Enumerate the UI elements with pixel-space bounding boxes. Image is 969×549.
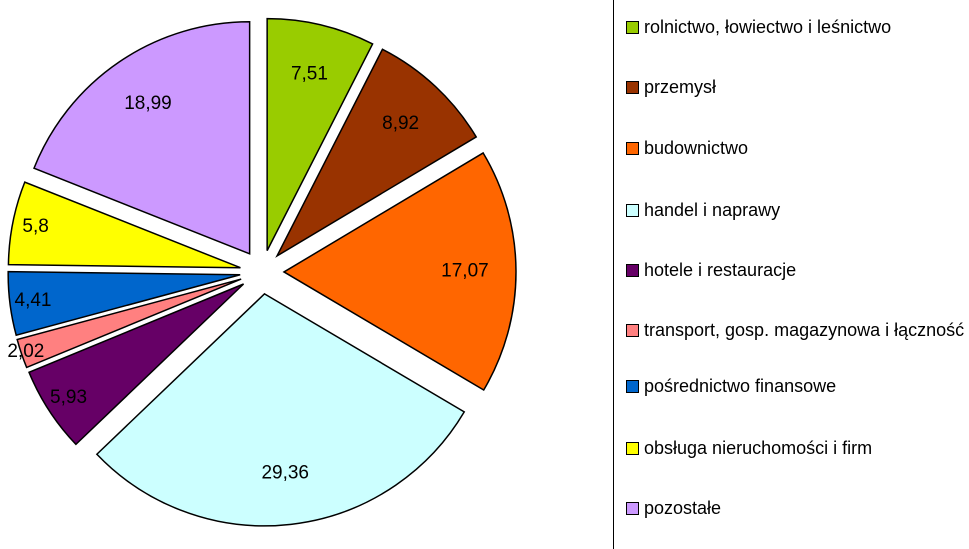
data-label: 5,8: [22, 216, 48, 237]
legend-item: hotele i restauracje: [626, 259, 969, 281]
pie-slice: [7, 270, 241, 337]
pie-slice: [275, 48, 478, 258]
data-label: 4,41: [15, 290, 52, 311]
pie-slice: [33, 21, 251, 255]
pie-slice: [282, 151, 517, 392]
legend-item: przemysł: [626, 76, 969, 98]
pie-slice: [28, 283, 245, 446]
legend-label: transport, gosp. magazynowa i łączność: [644, 320, 965, 340]
data-label: 29,36: [261, 463, 309, 484]
legend-label: pośrednictwo finansowe: [644, 376, 837, 396]
legend-item: handel i naprawy: [626, 199, 969, 221]
legend-swatch: [626, 21, 639, 34]
legend-item: pośrednictwo finansowe: [626, 375, 969, 397]
legend-swatch: [626, 502, 639, 515]
pie-slice: [16, 278, 242, 369]
legend-swatch: [626, 264, 639, 277]
legend-swatch: [626, 380, 639, 393]
legend-swatch: [626, 204, 639, 217]
legend-label: przemysł: [644, 77, 717, 97]
legend-item: obsługa nieruchomości i firm: [626, 437, 969, 459]
data-label: 5,93: [50, 387, 87, 408]
legend-label: handel i naprawy: [644, 200, 781, 220]
legend-label: pozostałe: [644, 498, 722, 518]
legend-item: rolnictwo, łowiectwo i leśnictwo: [626, 16, 969, 38]
data-label: 2,02: [7, 341, 44, 362]
legend-swatch: [626, 324, 639, 337]
legend-label: rolnictwo, łowiectwo i leśnictwo: [644, 17, 892, 37]
pie-area: 7,51 8,92 17,07 29,36 5,93 2,02 4,41 5,8 18,99: [7, 17, 517, 527]
legend-label: hotele i restauracje: [644, 260, 797, 280]
data-label: 17,07: [441, 261, 489, 282]
pie-slice: [266, 17, 374, 251]
legend-item: transport, gosp. magazynowa i łączność: [626, 319, 969, 341]
legend-label: budownictwo: [644, 138, 749, 158]
data-label: 7,51: [291, 64, 328, 85]
legend-swatch: [626, 142, 639, 155]
legend-swatch: [626, 442, 639, 455]
legend-item: pozostałe: [626, 497, 969, 519]
data-label: 18,99: [124, 93, 172, 114]
pie-slice: [95, 292, 466, 527]
legend-item: budownictwo: [626, 137, 969, 159]
pie-slice: [7, 181, 241, 269]
legend-swatch: [626, 81, 639, 94]
legend-label: obsługa nieruchomości i firm: [644, 438, 873, 458]
legend: rolnictwo, łowiectwo i leśnictwo przemysł…: [613, 0, 964, 549]
data-label: 8,92: [382, 113, 419, 134]
